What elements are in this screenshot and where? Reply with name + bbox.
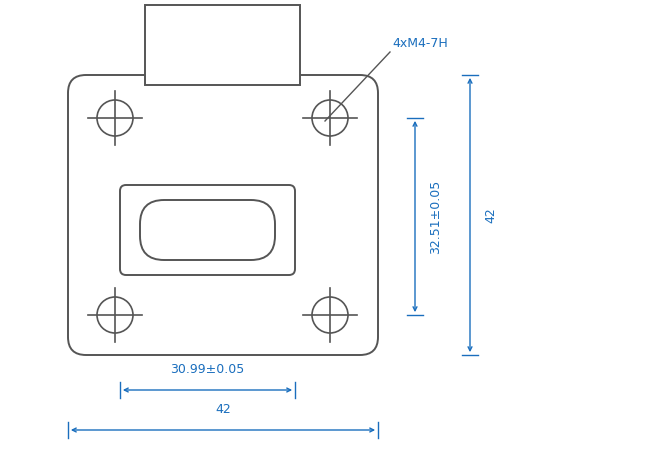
FancyBboxPatch shape	[120, 185, 295, 275]
Text: 30.99±0.05: 30.99±0.05	[170, 363, 244, 376]
Text: 42: 42	[215, 403, 231, 416]
Text: 42: 42	[484, 207, 497, 223]
FancyBboxPatch shape	[140, 200, 275, 260]
Text: 32.51±0.05: 32.51±0.05	[429, 179, 442, 253]
Bar	[145, 5, 300, 85]
Text: 4xM4-7H: 4xM4-7H	[392, 37, 448, 50]
FancyBboxPatch shape	[68, 75, 378, 355]
